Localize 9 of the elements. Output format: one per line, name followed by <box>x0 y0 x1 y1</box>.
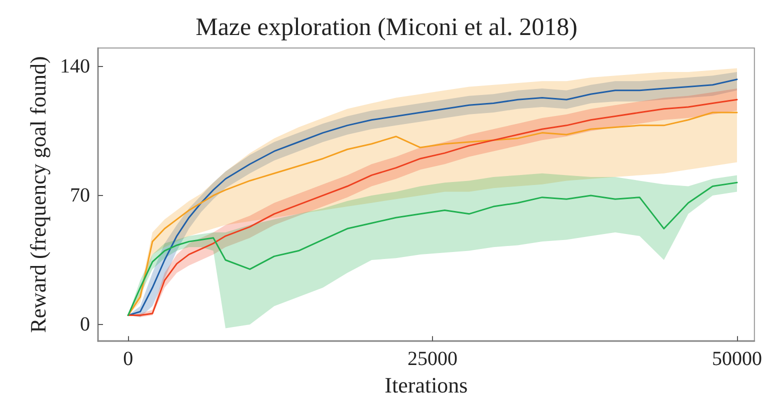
x-tick-label: 50000 <box>712 348 762 370</box>
chart-title: Maze exploration (Miconi et al. 2018) <box>196 14 578 41</box>
y-tick-label: 0 <box>80 314 90 336</box>
y-tick-label: 140 <box>60 55 90 78</box>
x-tick-label: 25000 <box>408 348 458 370</box>
x-axis-title: Iterations <box>384 372 468 398</box>
y-tick-label: 70 <box>70 184 90 206</box>
x-tick-label: 0 <box>123 348 134 370</box>
y-axis-title: Reward (frequency goal found) <box>26 56 51 333</box>
